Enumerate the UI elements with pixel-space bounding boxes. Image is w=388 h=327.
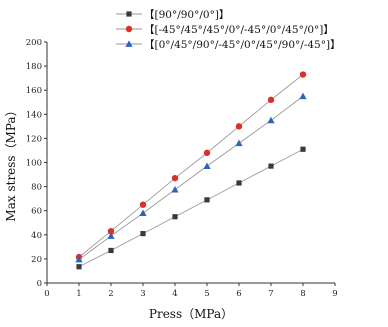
y-tick-label: 0 — [37, 279, 42, 289]
data-point — [107, 227, 115, 235]
x-tick-label: 9 — [332, 289, 337, 299]
legend-item: 【[-45°/45°/45°/0°/-45°/0°/45°/0°]】 — [116, 24, 334, 36]
x-axis-title: Press（MPa） — [149, 307, 233, 321]
y-tick-label: 200 — [26, 38, 42, 48]
y-tick-label: 160 — [26, 86, 42, 96]
legend-label: 【[0°/45°/90°/-45°/0°/45°/90°/-45°]】 — [144, 39, 341, 51]
y-tick-label: 80 — [31, 183, 42, 193]
series-3 — [75, 92, 307, 263]
data-point — [140, 230, 146, 237]
legend-marker — [125, 25, 133, 33]
y-tick-label: 40 — [31, 231, 42, 241]
x-tick-label: 8 — [300, 289, 305, 299]
x-tick-label: 0 — [44, 289, 49, 299]
y-axis-title: Max stress（MPa） — [4, 104, 18, 221]
data-point — [139, 201, 147, 208]
series-2 — [75, 71, 307, 261]
x-tick-label: 2 — [108, 289, 113, 299]
data-point — [172, 214, 178, 220]
x-tick-label: 1 — [76, 289, 81, 299]
y-tick-label: 140 — [26, 110, 42, 120]
x-tick-label: 3 — [140, 289, 145, 299]
series-line — [78, 148, 304, 268]
data-point — [203, 162, 211, 169]
data-point — [235, 139, 243, 147]
x-tick-label: 4 — [172, 289, 177, 299]
data-point — [108, 247, 114, 254]
legend-marker — [125, 40, 133, 47]
data-point — [268, 163, 274, 169]
x-tick-label: 5 — [204, 289, 209, 299]
y-tick-label: 60 — [31, 207, 42, 217]
data-point — [299, 71, 307, 78]
y-ticks: 0 20 40 60 80 100 120 140 160 180 200 — [26, 38, 47, 289]
y-tick-label: 120 — [26, 134, 42, 144]
legend-label: 【[90°/90°/0°]】 — [144, 9, 229, 21]
data-point — [139, 209, 147, 216]
data-point — [299, 92, 307, 100]
series-line — [78, 95, 304, 260]
data-point — [267, 116, 275, 124]
axes — [46, 42, 335, 284]
legend-item: 【[0°/45°/90°/-45°/0°/45°/90°/-45°]】 — [116, 39, 341, 51]
legend-item: 【[90°/90°/0°]】 — [116, 9, 229, 21]
data-point — [204, 197, 210, 203]
series-line — [78, 74, 304, 258]
legend: 【[90°/90°/0°]】【[-45°/45°/45°/0°/-45°/0°/… — [116, 9, 341, 51]
data-point — [267, 96, 275, 104]
data-point — [171, 186, 179, 193]
legend-marker — [126, 11, 132, 17]
data-point — [107, 232, 115, 239]
data-point — [235, 123, 243, 130]
y-tick-label: 100 — [26, 159, 42, 169]
series-group — [75, 71, 307, 270]
series-1 — [76, 146, 306, 270]
x-tick-label: 7 — [268, 289, 273, 299]
data-point — [171, 174, 179, 182]
data-point — [236, 180, 242, 186]
legend-label: 【[-45°/45°/45°/0°/-45°/0°/45°/0°]】 — [144, 24, 334, 36]
x-ticks: 0 1 2 3 4 5 6 7 8 9 — [44, 283, 338, 299]
y-tick-label: 20 — [31, 255, 42, 265]
data-point — [76, 264, 82, 270]
y-tick-label: 180 — [26, 62, 42, 72]
data-point — [203, 149, 211, 157]
x-tick-label: 6 — [236, 289, 241, 299]
data-point — [75, 255, 83, 263]
data-point — [300, 146, 306, 152]
